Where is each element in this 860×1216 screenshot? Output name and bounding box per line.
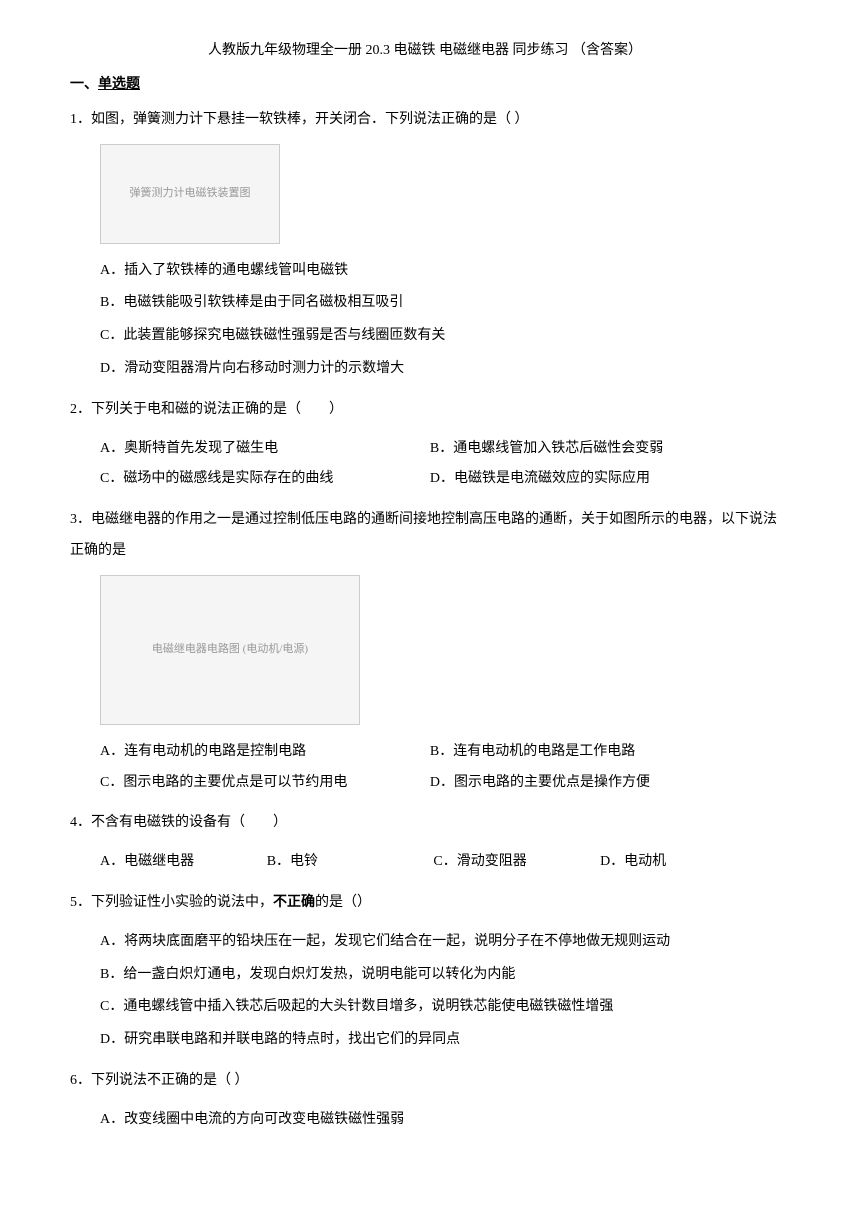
option-d: D．电磁铁是电流磁效应的实际应用	[430, 464, 756, 495]
document-title: 人教版九年级物理全一册 20.3 电磁铁 电磁继电器 同步练习 （含答案）	[70, 40, 780, 62]
question-6: 6．下列说法不正确的是（ ） A．改变线圈中电流的方向可改变电磁铁磁性强弱	[70, 1066, 780, 1136]
question-stem: 下列说法不正确的是（ ）	[91, 1073, 249, 1088]
question-1-options: A．插入了软铁棒的通电螺线管叫电磁铁 B．电磁铁能吸引软铁棒是由于同名磁极相互吸…	[100, 256, 780, 385]
option-a: A．电磁继电器	[100, 847, 256, 878]
question-number: 5．	[70, 895, 91, 910]
question-number: 3．	[70, 512, 91, 527]
question-stem: 如图，弹簧测力计下悬挂一软铁棒，开关闭合．下列说法正确的是（ ）	[91, 112, 529, 127]
question-1-figure: 弹簧测力计电磁铁装置图	[100, 144, 280, 244]
question-3: 3．电磁继电器的作用之一是通过控制低压电路的通断间接地控制高压电路的通断，关于如…	[70, 505, 780, 798]
question-5-text: 5．下列验证性小实验的说法中，不正确的是（）	[70, 888, 780, 919]
question-1: 1．如图，弹簧测力计下悬挂一软铁棒，开关闭合．下列说法正确的是（ ） 弹簧测力计…	[70, 105, 780, 385]
question-stem: 电磁继电器的作用之一是通过控制低压电路的通断间接地控制高压电路的通断，关于如图所…	[70, 512, 777, 558]
option-c: C．通电螺线管中插入铁芯后吸起的大头针数目增多，说明铁芯能使电磁铁磁性增强	[100, 992, 780, 1023]
question-1-text: 1．如图，弹簧测力计下悬挂一软铁棒，开关闭合．下列说法正确的是（ ）	[70, 105, 780, 136]
option-b: B．连有电动机的电路是工作电路	[430, 737, 756, 768]
option-c: C．滑动变阻器	[433, 847, 589, 878]
option-d: D．电动机	[600, 847, 756, 878]
question-4: 4．不含有电磁铁的设备有（ ） A．电磁继电器 B．电铃 C．滑动变阻器 D．电…	[70, 808, 780, 878]
question-number: 1．	[70, 112, 91, 127]
question-3-options: A．连有电动机的电路是控制电路 B．连有电动机的电路是工作电路 C．图示电路的主…	[100, 737, 780, 799]
option-d: D．研究串联电路和并联电路的特点时，找出它们的异同点	[100, 1025, 780, 1056]
option-a: A．奥斯特首先发现了磁生电	[100, 434, 426, 465]
question-6-text: 6．下列说法不正确的是（ ）	[70, 1066, 780, 1097]
question-5-options: A．将两块底面磨平的铅块压在一起，发现它们结合在一起，说明分子在不停地做无规则运…	[100, 927, 780, 1056]
option-b: B．通电螺线管加入铁芯后磁性会变弱	[430, 434, 756, 465]
question-6-options: A．改变线圈中电流的方向可改变电磁铁磁性强弱	[100, 1105, 780, 1136]
option-a: A．改变线圈中电流的方向可改变电磁铁磁性强弱	[100, 1105, 780, 1136]
question-number: 4．	[70, 815, 91, 830]
option-b: B．电磁铁能吸引软铁棒是由于同名磁极相互吸引	[100, 288, 780, 319]
option-c: C．此装置能够探究电磁铁磁性强弱是否与线圈匝数有关	[100, 321, 780, 352]
question-5: 5．下列验证性小实验的说法中，不正确的是（） A．将两块底面磨平的铅块压在一起，…	[70, 888, 780, 1056]
question-number: 6．	[70, 1073, 91, 1088]
question-stem-before: 下列验证性小实验的说法中，	[91, 895, 273, 910]
option-d: D．图示电路的主要优点是操作方便	[430, 768, 756, 799]
question-2-options: A．奥斯特首先发现了磁生电 B．通电螺线管加入铁芯后磁性会变弱 C．磁场中的磁感…	[100, 434, 780, 496]
option-a: A．连有电动机的电路是控制电路	[100, 737, 426, 768]
question-3-text: 3．电磁继电器的作用之一是通过控制低压电路的通断间接地控制高压电路的通断，关于如…	[70, 505, 780, 567]
option-b: B．给一盏白炽灯通电，发现白炽灯发热，说明电能可以转化为内能	[100, 960, 780, 991]
question-3-figure: 电磁继电器电路图 (电动机/电源)	[100, 575, 360, 725]
option-c: C．图示电路的主要优点是可以节约用电	[100, 768, 426, 799]
question-stem: 下列关于电和磁的说法正确的是（ ）	[91, 402, 343, 417]
question-2-text: 2．下列关于电和磁的说法正确的是（ ）	[70, 395, 780, 426]
question-2: 2．下列关于电和磁的说法正确的是（ ） A．奥斯特首先发现了磁生电 B．通电螺线…	[70, 395, 780, 495]
question-number: 2．	[70, 402, 91, 417]
question-stem-after: 的是（）	[315, 895, 371, 910]
question-stem: 不含有电磁铁的设备有（ ）	[91, 815, 287, 830]
option-a: A．插入了软铁棒的通电螺线管叫电磁铁	[100, 256, 780, 287]
question-4-options: A．电磁继电器 B．电铃 C．滑动变阻器 D．电动机	[100, 847, 780, 878]
section-prefix: 一、	[70, 77, 98, 92]
question-stem-bold: 不正确	[273, 895, 315, 910]
section-header: 一、单选题	[70, 74, 780, 96]
option-d: D．滑动变阻器滑片向右移动时测力计的示数增大	[100, 354, 780, 385]
option-b: B．电铃	[267, 847, 423, 878]
option-c: C．磁场中的磁感线是实际存在的曲线	[100, 464, 426, 495]
option-a: A．将两块底面磨平的铅块压在一起，发现它们结合在一起，说明分子在不停地做无规则运…	[100, 927, 780, 958]
question-4-text: 4．不含有电磁铁的设备有（ ）	[70, 808, 780, 839]
section-title: 单选题	[98, 77, 140, 92]
